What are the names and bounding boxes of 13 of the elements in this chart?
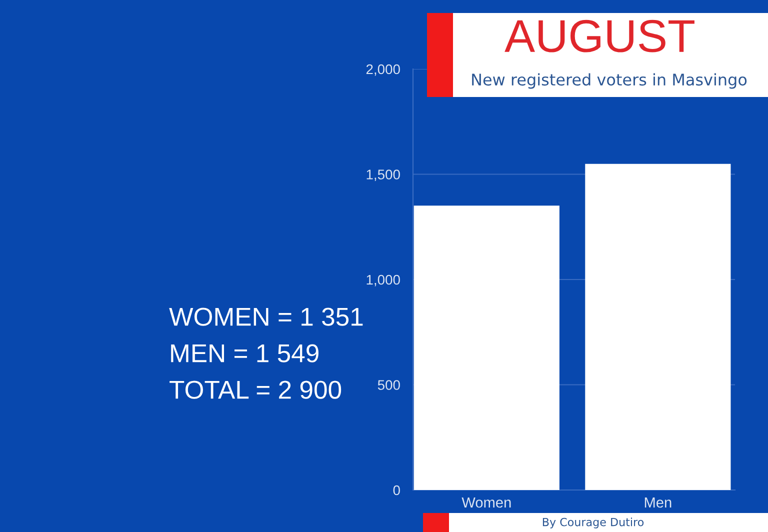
x-tick-label: Women (462, 497, 511, 508)
text: TOTAL = 2 900 (170, 380, 342, 399)
chart-subtitle: New registered voters in Masvingo (472, 73, 747, 89)
text: WOMEN = 1 351 (169, 308, 363, 326)
y-tick-label: 0 (393, 485, 400, 496)
text: By Courage Dutiro (542, 518, 644, 528)
y-tick-label: 2,000 (366, 64, 400, 76)
y-tick-label: 1,500 (366, 170, 400, 182)
text: MEN = 1 549 (171, 344, 318, 362)
y-tick-label: 1,000 (366, 274, 400, 286)
chart-title: AUGUST (504, 20, 694, 52)
y-tick-label: 500 (378, 380, 400, 390)
x-tick-label: Men (644, 497, 672, 508)
